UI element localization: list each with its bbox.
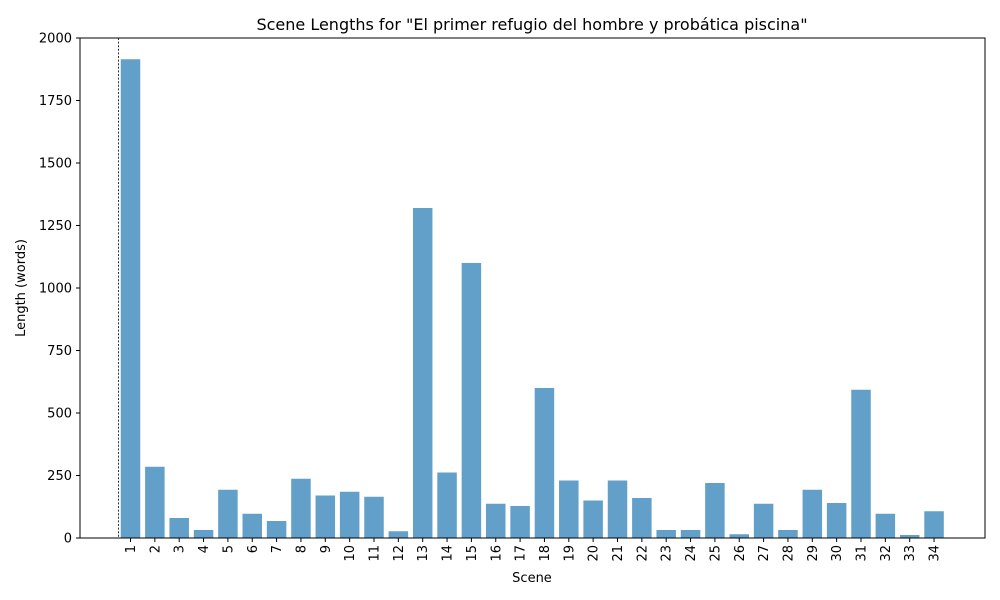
bar-scene-7 — [266, 521, 287, 538]
y-tick-label: 1000 — [39, 282, 72, 297]
bar-scene-32 — [875, 513, 896, 538]
y-tick-label: 1750 — [39, 94, 72, 109]
x-tick-label: 4 — [197, 545, 212, 553]
bar-scene-4 — [193, 530, 214, 538]
bar-scene-9 — [315, 495, 336, 538]
bar-scene-11 — [364, 496, 384, 538]
bar-scene-18 — [534, 388, 555, 538]
x-tick-label: 18 — [538, 545, 553, 562]
x-tick-label: 11 — [368, 545, 383, 562]
bar-scene-19 — [559, 480, 579, 538]
bar-scene-6 — [242, 513, 262, 538]
bar-scene-2 — [145, 466, 165, 538]
bars-group — [120, 59, 944, 538]
x-tick-label: 19 — [562, 545, 577, 562]
bar-scene-22 — [632, 498, 652, 538]
bar-scene-30 — [826, 503, 847, 538]
x-tick-label: 17 — [514, 545, 529, 562]
x-tick-label: 26 — [733, 545, 748, 562]
bar-scene-3 — [169, 518, 189, 538]
bar-scene-14 — [437, 472, 457, 538]
y-tick-label: 1500 — [39, 157, 72, 172]
x-axis: 1 2 3 4 5 6 7 8 9 10 11 12 13 14 15 16 17 18 19 20 21 22 23 24 2… — [124, 538, 943, 562]
bar-scene-29 — [802, 489, 823, 538]
bar-scene-24 — [680, 530, 701, 538]
bar-scene-5 — [218, 489, 238, 538]
x-tick-label: 33 — [903, 545, 918, 562]
x-tick-label: 28 — [781, 545, 796, 562]
x-tick-label: 2 — [148, 545, 163, 553]
bar-scene-21 — [607, 480, 628, 538]
x-tick-label: 15 — [465, 545, 480, 562]
x-tick-label: 29 — [806, 545, 821, 562]
bar-scene-13 — [412, 208, 433, 538]
bar-scene-33 — [899, 535, 920, 538]
bar-scene-26 — [729, 534, 749, 538]
y-tick-label: 1250 — [39, 219, 72, 234]
bar-scene-34 — [924, 511, 944, 538]
x-tick-label: 9 — [319, 545, 334, 553]
x-tick-label: 21 — [611, 545, 626, 562]
chart-title: Scene Lengths for "El primer refugio del… — [256, 15, 807, 34]
bar-scene-10 — [339, 491, 360, 538]
bar-scene-23 — [656, 530, 676, 538]
x-tick-label: 31 — [855, 545, 870, 562]
x-tick-label: 10 — [343, 545, 358, 562]
y-tick-label: 2000 — [39, 32, 72, 47]
x-tick-label: 7 — [270, 545, 285, 553]
y-tick-label: 500 — [47, 407, 72, 422]
x-tick-label: 1 — [124, 545, 139, 553]
x-tick-label: 22 — [635, 545, 650, 562]
y-axis-label: Length (words) — [14, 239, 29, 337]
x-tick-label: 34 — [928, 545, 943, 562]
y-tick-label: 0 — [64, 532, 72, 547]
x-axis-label: Scene — [512, 571, 552, 586]
bar-scene-15 — [461, 263, 482, 538]
x-tick-label: 5 — [221, 545, 236, 553]
y-axis: 0 250 500 750 1000 1250 1500 1750 2000 — [39, 32, 80, 547]
x-tick-label: 23 — [660, 545, 675, 562]
bar-scene-12 — [388, 531, 409, 538]
y-tick-label: 750 — [47, 344, 72, 359]
x-tick-label: 8 — [294, 545, 309, 553]
y-tick-label: 250 — [47, 469, 72, 484]
x-tick-label: 13 — [416, 545, 431, 562]
x-tick-label: 12 — [392, 545, 407, 562]
x-tick-label: 27 — [757, 545, 772, 562]
bar-scene-28 — [778, 530, 798, 538]
bar-scene-31 — [851, 389, 871, 538]
bar-scene-20 — [583, 500, 603, 538]
plot-frame — [79, 37, 986, 539]
x-tick-label: 6 — [246, 545, 261, 553]
x-tick-label: 24 — [684, 545, 699, 562]
bar-scene-1 — [120, 59, 141, 538]
x-tick-label: 14 — [441, 545, 456, 562]
x-tick-label: 20 — [587, 545, 602, 562]
bar-scene-25 — [705, 483, 725, 538]
x-tick-label: 25 — [708, 545, 723, 562]
bar-scene-27 — [753, 503, 774, 538]
x-tick-label: 3 — [173, 545, 188, 553]
bar-scene-16 — [486, 503, 506, 538]
bar-scene-17 — [510, 506, 530, 538]
x-tick-label: 32 — [879, 545, 894, 562]
x-tick-label: 16 — [489, 545, 504, 562]
bar-scene-8 — [291, 478, 311, 538]
x-tick-label: 30 — [830, 545, 845, 562]
